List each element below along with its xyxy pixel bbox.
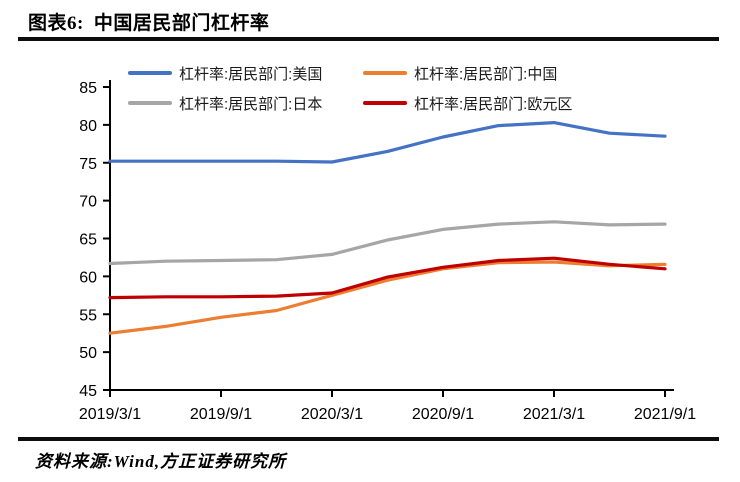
bottom-divider [18,437,719,441]
legend-label-china: 杠杆率:居民部门:中国 [414,65,558,83]
svg-text:50: 50 [79,345,97,362]
legend-item-china: 杠杆率:居民部门:中国 [363,64,558,83]
top-divider [18,37,719,41]
svg-text:70: 70 [79,194,97,211]
legend-label-japan: 杠杆率:居民部门:日本 [179,95,323,113]
svg-text:2020/3/1: 2020/3/1 [301,406,363,423]
svg-text:80: 80 [79,118,97,135]
svg-text:85: 85 [79,80,97,97]
svg-text:55: 55 [79,307,97,324]
line-chart-canvas: 45 50 55 60 65 70 75 80 85 2019/3/1 2019/9/1 2020/3… [79,80,696,423]
chart-header: 图表6: 中国居民部门杠杆率 [28,8,269,35]
svg-text:2021/9/1: 2021/9/1 [634,406,696,423]
svg-text:2021/3/1: 2021/3/1 [523,406,585,423]
figure-number: 图表6: [28,13,84,34]
svg-text:2020/9/1: 2020/9/1 [412,406,474,423]
japan-line-swatch [128,101,172,105]
svg-text:2019/9/1: 2019/9/1 [190,406,252,423]
eurozone-line-swatch [363,101,407,105]
legend-item-eurozone: 杠杆率:居民部门:欧元区 [363,94,573,113]
page-title: 中国居民部门杠杆率 [93,13,270,34]
legend-label-us: 杠杆率:居民部门:美国 [179,65,323,83]
leverage-chart: 45 50 55 60 65 70 75 80 85 2019/3/1 2019/9/1 2020/3… [0,50,740,434]
svg-text:65: 65 [79,232,97,249]
china-line-swatch [363,71,407,75]
svg-text:2019/3/1: 2019/3/1 [79,406,141,423]
svg-text:45: 45 [79,383,97,400]
source-note: 资料来源:Wind,方正证券研究所 [35,452,287,471]
legend-item-japan: 杠杆率:居民部门:日本 [128,94,323,113]
svg-text:60: 60 [79,269,97,286]
legend-label-eurozone: 杠杆率:居民部门:欧元区 [414,95,573,113]
us-line-swatch [128,71,172,75]
legend-item-us: 杠杆率:居民部门:美国 [128,64,323,83]
svg-text:75: 75 [79,156,97,173]
